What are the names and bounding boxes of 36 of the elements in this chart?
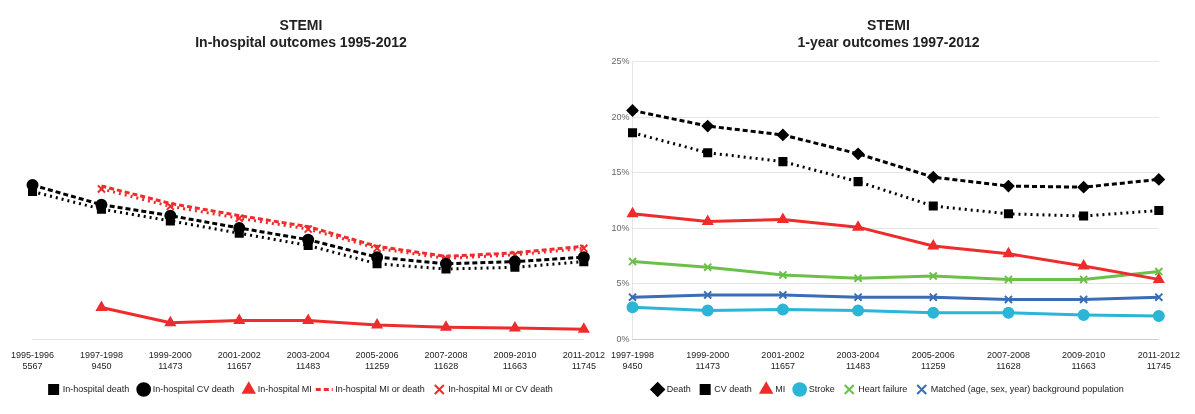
x-tick-label: 2009-2010 11663 [1062,350,1106,372]
x-tick-label: 1997-1998 9450 [611,350,655,372]
legend-label: Stroke [808,383,835,394]
y-tick-label: 20% [611,111,630,122]
x-tick-label: 2011-2012 11745 [562,350,605,372]
legend-label: In-hospital MI or death [335,383,425,394]
legend-label: MI [775,383,786,394]
legend-label: In-hospital death [62,383,130,394]
x-tick-label: 2007-2008 11628 [424,350,468,372]
x-tick-label: 1997-1998 9450 [79,350,123,372]
x-tick-label: 1999-2000 11473 [148,350,192,372]
chart-title: STEMI 1-year outcomes 1997-2012 [797,17,980,51]
x-tick-label: 2007-2008 11628 [986,350,1030,372]
x-tick-label: 2001-2002 11657 [761,350,805,372]
legend-label: Heart failure [858,383,908,394]
x-tick-label: 2005-2006 11259 [355,350,399,372]
legend-label: Death [666,383,691,394]
x-tick-label: 2001-2002 11657 [217,350,261,372]
x-tick-label: 2009-2010 11663 [493,350,537,372]
x-tick-label: 2011-2012 11745 [1137,350,1180,372]
legend-label: Matched (age, sex, year) background population [930,383,1124,394]
y-tick-label: 5% [616,278,630,289]
x-tick-label: 2005-2006 11259 [911,350,955,372]
x-tick-label: 1999-2000 11473 [686,350,730,372]
y-tick-label: 25% [611,56,630,67]
legend-label: In-hospital MI or CV death [448,383,553,394]
y-tick-label: 10% [611,222,630,233]
legend-label: In-hospital MI [257,383,312,394]
y-tick-label: 0% [616,333,630,344]
chart-title: STEMI In-hospital outcomes 1995-2012 [195,17,408,51]
legend-label: In-hospital CV death [152,383,235,394]
legend-label: CV death [714,383,752,394]
x-tick-label: 2003-2004 11483 [836,350,880,372]
y-tick-label: 15% [611,167,630,178]
x-tick-label: 2003-2004 11483 [286,350,330,372]
x-tick-label: 1995-1996 5567 [11,350,55,372]
